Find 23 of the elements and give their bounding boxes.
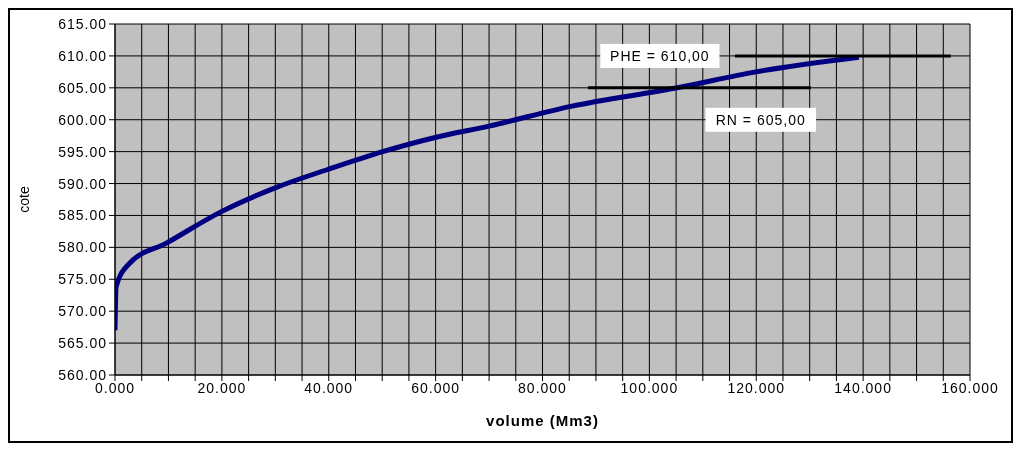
y-tick-label: 595.00 <box>58 143 107 160</box>
y-tick-label: 565.00 <box>58 335 107 352</box>
annotation: RN = 605,00 <box>715 111 806 128</box>
x-tick-label: 60.000 <box>411 379 461 396</box>
y-tick-label: 585.00 <box>58 207 107 224</box>
y-tick-label: 590.00 <box>58 175 107 192</box>
y-tick-label: 610.00 <box>58 47 107 64</box>
y-tick-label: 575.00 <box>58 271 107 288</box>
y-tick-label: 580.00 <box>58 239 107 256</box>
x-axis-title: volume (Mm3) <box>486 412 599 429</box>
x-tick-label: 120.000 <box>727 379 786 396</box>
y-axis-title: cote <box>15 186 32 213</box>
x-tick-label: 40.000 <box>304 379 354 396</box>
x-tick-label: 160.000 <box>941 379 999 396</box>
annotation: PHE = 610,00 <box>610 47 710 64</box>
y-tick-label: 570.00 <box>58 303 107 320</box>
x-tick-label: 80.000 <box>518 379 567 396</box>
x-tick-label: 100.000 <box>620 379 679 396</box>
x-tick-label: 20.000 <box>197 379 247 396</box>
y-tick-label: 600.00 <box>58 111 107 128</box>
y-tick-label: 615.00 <box>58 15 107 32</box>
x-tick-label: 140.000 <box>834 379 892 396</box>
y-tick-label: 605.00 <box>58 79 107 96</box>
